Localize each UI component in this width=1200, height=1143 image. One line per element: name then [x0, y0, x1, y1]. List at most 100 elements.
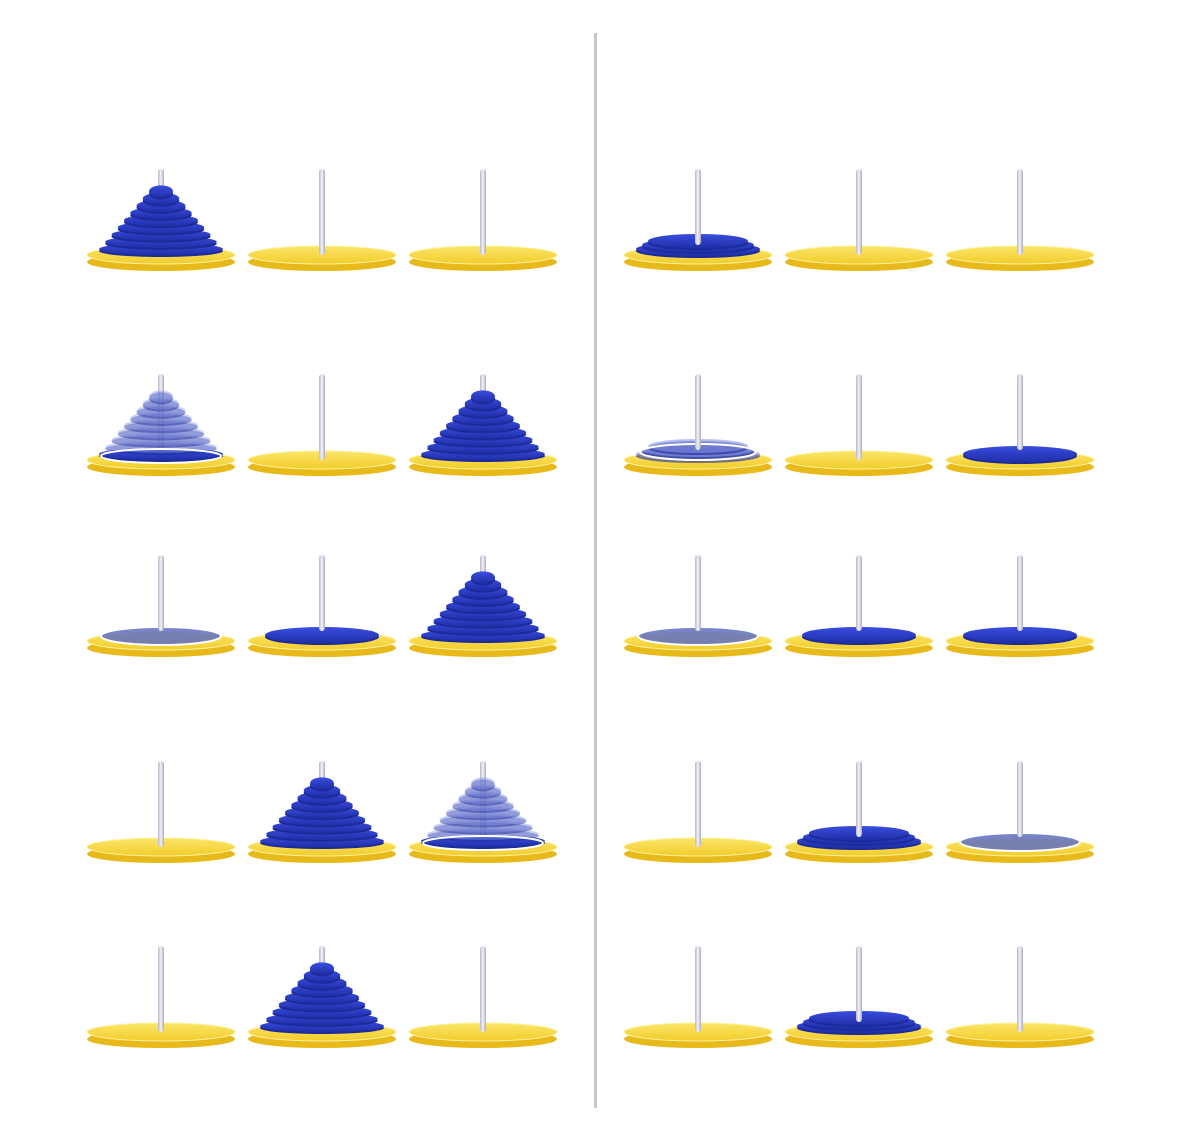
disk — [142, 397, 180, 410]
peg-rod — [158, 946, 164, 1032]
peg-2 — [784, 169, 934, 271]
disk — [149, 390, 173, 403]
peg-1 — [623, 761, 773, 863]
disk-ghost — [101, 627, 221, 645]
peg-rod — [158, 555, 164, 631]
disk-edge — [130, 414, 192, 426]
disk-edge — [458, 793, 508, 806]
peg-1 — [86, 169, 236, 271]
peg-tip — [158, 374, 164, 388]
peg-rod — [695, 169, 701, 245]
disk-edge — [149, 392, 173, 405]
disk — [124, 419, 198, 432]
peg-rod — [695, 761, 701, 847]
peg-3 — [408, 555, 558, 657]
peg-1 — [623, 555, 773, 657]
peg-3 — [945, 374, 1095, 476]
disk-edge — [136, 406, 186, 419]
disk-edge — [124, 421, 198, 434]
peg-rod — [319, 374, 325, 460]
peg-rod — [1017, 555, 1023, 631]
disk-edge — [117, 428, 205, 441]
disk — [111, 433, 211, 446]
disk-ghost — [960, 833, 1080, 851]
peg-2 — [784, 761, 934, 863]
disk — [458, 791, 508, 804]
peg-rod — [856, 555, 862, 631]
disk — [963, 627, 1077, 643]
peg-3 — [945, 761, 1095, 863]
peg-rod — [856, 946, 862, 1022]
peg-rod — [1017, 761, 1023, 837]
disk — [464, 784, 502, 797]
selection-outline — [422, 835, 544, 851]
peg-3 — [945, 946, 1095, 1048]
peg-3 — [408, 169, 558, 271]
disk — [117, 426, 205, 439]
peg-1 — [86, 374, 236, 476]
peg-3 — [945, 555, 1095, 657]
peg-1 — [623, 946, 773, 1048]
disk — [310, 777, 334, 790]
peg-rod — [158, 374, 164, 460]
peg-2 — [784, 946, 934, 1048]
disk-edge — [433, 822, 533, 835]
peg-tip — [480, 555, 486, 569]
disk-ghost — [638, 627, 758, 645]
board-row — [86, 555, 558, 657]
disk — [802, 627, 916, 643]
panel-right — [623, 169, 1095, 1048]
peg-3 — [408, 946, 558, 1048]
disk — [471, 571, 495, 584]
disk — [452, 799, 514, 811]
panel-left — [86, 169, 558, 1048]
disk-edge — [439, 815, 527, 828]
disk — [471, 390, 495, 403]
peg-1 — [86, 555, 236, 657]
peg-rod — [480, 169, 486, 255]
peg-1 — [623, 374, 773, 476]
board-row — [86, 169, 558, 271]
peg-rod — [856, 374, 862, 460]
peg-tip — [158, 169, 164, 183]
peg-2 — [784, 555, 934, 657]
peg-2 — [784, 374, 934, 476]
peg-tip — [480, 374, 486, 388]
peg-1 — [86, 761, 236, 863]
disk-edge — [464, 786, 502, 799]
peg-rod — [695, 555, 701, 631]
peg-rod — [695, 374, 701, 450]
peg-rod — [1017, 374, 1023, 450]
disk-edge — [446, 808, 520, 821]
peg-rod — [1017, 169, 1023, 255]
peg-rod — [158, 761, 164, 847]
peg-tip — [319, 946, 325, 960]
disk — [136, 404, 186, 417]
peg-rod — [319, 555, 325, 631]
disk — [99, 448, 223, 460]
peg-tip — [480, 761, 486, 775]
disk-edge — [142, 399, 180, 412]
peg-2 — [247, 555, 397, 657]
peg-3 — [945, 169, 1095, 271]
board-row — [86, 946, 558, 1048]
disk — [265, 627, 379, 643]
peg-2 — [247, 374, 397, 476]
disk — [471, 777, 495, 790]
panel-divider — [594, 33, 597, 1108]
disk — [963, 446, 1077, 462]
disk — [310, 962, 334, 975]
peg-rod — [480, 946, 486, 1032]
disk — [421, 835, 545, 847]
peg-rod — [1017, 946, 1023, 1032]
board-row — [623, 555, 1095, 657]
disk — [130, 412, 192, 424]
disk — [446, 806, 520, 819]
peg-rod — [856, 761, 862, 837]
disk — [433, 820, 533, 833]
board-row — [623, 761, 1095, 863]
peg-2 — [247, 946, 397, 1048]
peg-rod — [695, 946, 701, 1032]
peg-3 — [408, 374, 558, 476]
